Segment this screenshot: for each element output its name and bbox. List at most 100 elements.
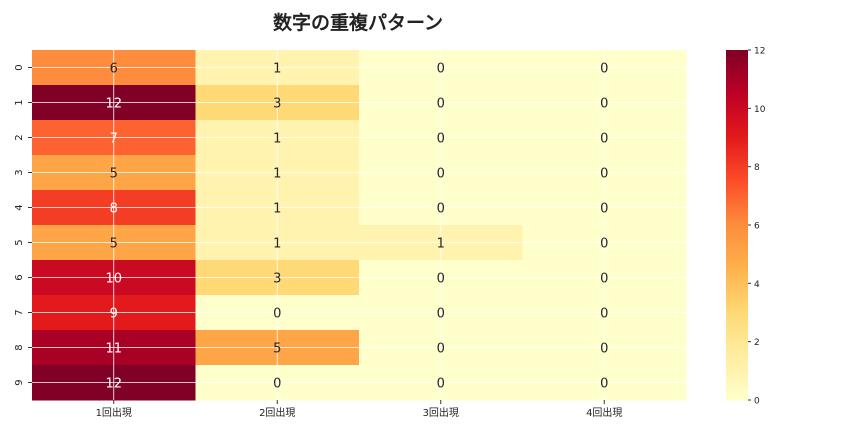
- cell-value-label: 5: [273, 342, 281, 357]
- x-tick-label: 1回出現: [96, 406, 132, 419]
- cell-value-label: 1: [273, 237, 281, 252]
- cell-value-label: 0: [437, 272, 445, 287]
- colorbar-segment: [726, 292, 748, 296]
- colorbar-segment: [726, 230, 748, 235]
- colorbar-segment: [726, 356, 748, 360]
- colorbar-segment: [726, 330, 748, 334]
- colorbar-tick-label: 12: [754, 47, 765, 57]
- colorbar-segment: [726, 82, 748, 86]
- colorbar-segment: [726, 321, 748, 325]
- colorbar-segment: [726, 385, 748, 389]
- colorbar-segment: [726, 192, 748, 197]
- colorbar-segment: [726, 79, 748, 83]
- cell-value-label: 0: [437, 167, 445, 182]
- cell-value-label: 0: [600, 272, 608, 287]
- colorbar-segment: [726, 260, 748, 264]
- colorbar-segment: [726, 140, 748, 144]
- colorbar-segment: [726, 134, 748, 139]
- colorbar-segment: [726, 70, 748, 74]
- colorbar-segment: [726, 315, 748, 319]
- x-axis: 1回出現 2回出現 3回出現 4回出現: [96, 400, 622, 419]
- colorbar-segment: [726, 239, 748, 244]
- colorbar-segment: [726, 85, 748, 89]
- cell-value-label: 5: [110, 237, 118, 252]
- colorbar-segment: [726, 204, 748, 209]
- colorbar-segment: [726, 341, 748, 346]
- y-tick-label: 3: [14, 169, 25, 175]
- colorbar-segment: [726, 210, 748, 214]
- cell-value-label: 12: [105, 97, 122, 112]
- cell-value-label: 1: [273, 62, 281, 77]
- cell-value-label: 3: [273, 272, 281, 287]
- colorbar-segment: [726, 137, 748, 142]
- colorbar-segment: [726, 318, 748, 322]
- colorbar-segment: [726, 207, 748, 212]
- colorbar-segment: [726, 297, 748, 302]
- colorbar-segment: [726, 184, 748, 188]
- y-tick-label: 7: [14, 309, 25, 315]
- colorbar-segment: [726, 373, 748, 378]
- colorbar: 0 2 4 6 8 10 12: [726, 47, 766, 407]
- y-tick-label: 6: [14, 274, 25, 280]
- colorbar-segment: [726, 397, 748, 401]
- colorbar-segment: [726, 52, 748, 57]
- colorbar-segment: [726, 289, 748, 293]
- y-tick-label: 1: [14, 99, 25, 105]
- colorbar-segment: [726, 306, 748, 311]
- colorbar-segment: [726, 120, 748, 124]
- colorbar-segment: [726, 353, 748, 357]
- cell-value-label: 9: [110, 307, 118, 322]
- colorbar-segment: [726, 93, 748, 98]
- colorbar-segment: [726, 172, 748, 177]
- colorbar-segment: [726, 131, 748, 136]
- colorbar-segment: [726, 370, 748, 375]
- colorbar-segment: [726, 117, 748, 121]
- cell-value-label: 0: [600, 132, 608, 147]
- colorbar-segment: [726, 236, 748, 241]
- colorbar-segment: [726, 379, 748, 384]
- colorbar-segment: [726, 233, 748, 238]
- cell-value-label: 0: [437, 132, 445, 147]
- colorbar-segment: [726, 227, 748, 232]
- colorbar-segment: [726, 55, 748, 60]
- colorbar-segment: [726, 350, 748, 354]
- colorbar-segment: [726, 332, 748, 337]
- x-tick-label: 3回出現: [423, 406, 459, 419]
- colorbar-tick-label: 0: [754, 397, 760, 407]
- colorbar-segment: [726, 268, 748, 273]
- cell-value-label: 3: [273, 97, 281, 112]
- cell-value-label: 0: [437, 307, 445, 322]
- y-tick-label: 4: [14, 204, 25, 210]
- colorbar-segment: [726, 111, 748, 115]
- colorbar-segment: [726, 195, 748, 200]
- x-tick-label: 2回出現: [259, 406, 295, 419]
- y-tick-label: 2: [14, 134, 25, 140]
- colorbar-segment: [726, 157, 748, 162]
- cell-value-label: 0: [600, 62, 608, 77]
- cell-value-label: 0: [600, 202, 608, 217]
- colorbar-segment: [726, 277, 748, 282]
- colorbar-tick-label: 2: [754, 338, 760, 348]
- cell-value-label: 0: [600, 307, 608, 322]
- colorbar-segment: [726, 64, 748, 69]
- cell-value-label: 0: [273, 307, 281, 322]
- colorbar-segment: [726, 187, 748, 191]
- y-tick-label: 5: [14, 239, 25, 245]
- x-tick-label: 4回出現: [586, 406, 622, 419]
- colorbar-segment: [726, 274, 748, 279]
- colorbar-segment: [726, 108, 748, 112]
- colorbar-segment: [726, 335, 748, 340]
- colorbar-tick-label: 4: [754, 280, 760, 290]
- colorbar-segment: [726, 262, 748, 267]
- cell-value-label: 0: [437, 97, 445, 112]
- colorbar-segment: [726, 58, 748, 63]
- cell-value-label: 1: [273, 132, 281, 147]
- cell-value-label: 0: [600, 237, 608, 252]
- colorbar-segment: [726, 160, 748, 165]
- colorbar-tick-label: 6: [754, 222, 760, 232]
- colorbar-segment: [726, 146, 748, 150]
- cell-value-label: 1: [273, 202, 281, 217]
- cell-value-label: 0: [273, 377, 281, 392]
- cell-value-label: 6: [110, 62, 118, 77]
- colorbar-segment: [726, 312, 748, 317]
